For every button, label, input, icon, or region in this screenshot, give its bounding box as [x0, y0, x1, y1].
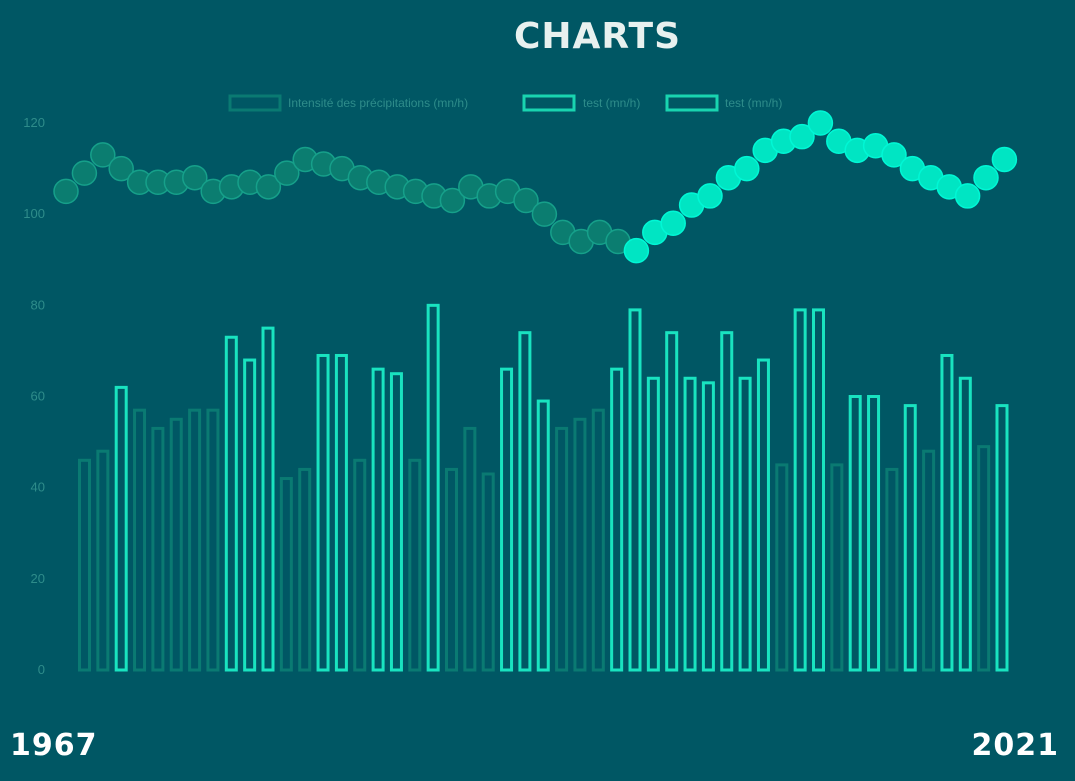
year-end: 2021 — [971, 728, 1059, 763]
line-point — [954, 183, 981, 209]
bar — [922, 449, 936, 672]
bar — [188, 408, 202, 672]
line-point — [660, 210, 686, 237]
legend[interactable]: Intensité des précipitations (mn/h) test … — [228, 94, 782, 112]
bar — [371, 367, 385, 672]
bar — [628, 308, 642, 672]
line-point — [90, 142, 116, 168]
line-point — [439, 187, 466, 214]
bar — [408, 458, 422, 672]
bar — [316, 353, 330, 672]
bar — [720, 331, 734, 672]
line-point — [789, 123, 815, 150]
bar — [775, 463, 789, 672]
bar — [940, 353, 954, 672]
bar — [96, 449, 110, 672]
bar — [334, 353, 348, 672]
bar — [812, 308, 825, 672]
bar — [463, 426, 477, 672]
line-point — [108, 155, 134, 182]
bar — [445, 467, 458, 672]
year-start: 1967 — [10, 728, 98, 763]
bar — [885, 467, 899, 672]
line-point — [623, 237, 650, 264]
line-point — [807, 110, 834, 136]
bar — [701, 381, 715, 672]
y-axis-ticks: 0 20 40 60 80 100 120 — [23, 115, 45, 677]
bar — [665, 331, 679, 672]
line-point — [531, 201, 558, 227]
bar — [518, 331, 532, 672]
bar-series — [78, 303, 1009, 672]
bar — [353, 458, 367, 672]
bar — [114, 385, 128, 672]
legend-swatch[interactable] — [665, 94, 719, 112]
legend-label[interactable]: Intensité des précipitations (mn/h) — [288, 96, 468, 110]
bar — [867, 395, 881, 672]
bar — [738, 376, 752, 672]
bar — [78, 458, 91, 672]
bar — [481, 472, 495, 672]
y-tick-label: 20 — [31, 571, 45, 586]
legend-label[interactable]: test (mn/h) — [583, 96, 640, 110]
bar — [555, 426, 569, 672]
bar — [243, 358, 257, 672]
bar — [977, 445, 991, 672]
y-tick-label: 100 — [23, 206, 45, 221]
bar — [224, 335, 238, 672]
bar — [169, 417, 183, 672]
bar — [646, 376, 660, 672]
y-tick-label: 80 — [31, 297, 45, 312]
bar — [683, 376, 697, 672]
legend-label[interactable]: test (mn/h) — [725, 96, 782, 110]
bar — [151, 426, 165, 672]
bar — [756, 358, 770, 672]
bar — [389, 372, 403, 672]
bar — [591, 408, 605, 672]
page-title: CHARTS — [514, 16, 681, 57]
legend-swatch[interactable] — [228, 94, 282, 112]
bar — [958, 376, 972, 672]
bar — [610, 367, 624, 672]
y-tick-label: 0 — [38, 662, 45, 677]
bar — [261, 326, 275, 672]
legend-swatch[interactable] — [522, 94, 576, 112]
bar — [298, 467, 312, 672]
bar — [903, 404, 917, 672]
bar — [206, 408, 220, 672]
line-point — [991, 146, 1018, 173]
y-tick-label: 120 — [23, 115, 45, 130]
line-point — [734, 155, 760, 182]
bar — [793, 308, 807, 672]
line-point — [513, 187, 539, 214]
bar — [995, 404, 1009, 672]
line-point — [255, 174, 282, 200]
line-point — [71, 160, 98, 186]
bar — [500, 367, 514, 672]
bar — [279, 477, 293, 672]
line-point — [274, 160, 300, 186]
bar — [426, 303, 440, 672]
bar — [536, 399, 550, 672]
bar — [133, 408, 147, 672]
y-tick-label: 60 — [31, 389, 45, 404]
line-point — [182, 164, 208, 191]
bar — [848, 395, 862, 672]
line-point — [697, 183, 723, 209]
y-tick-label: 40 — [31, 480, 45, 495]
bar — [830, 463, 844, 672]
line-point — [881, 142, 907, 168]
line-point — [973, 164, 999, 191]
bar — [573, 417, 587, 672]
line-point — [53, 178, 79, 205]
line-series — [53, 110, 1018, 264]
